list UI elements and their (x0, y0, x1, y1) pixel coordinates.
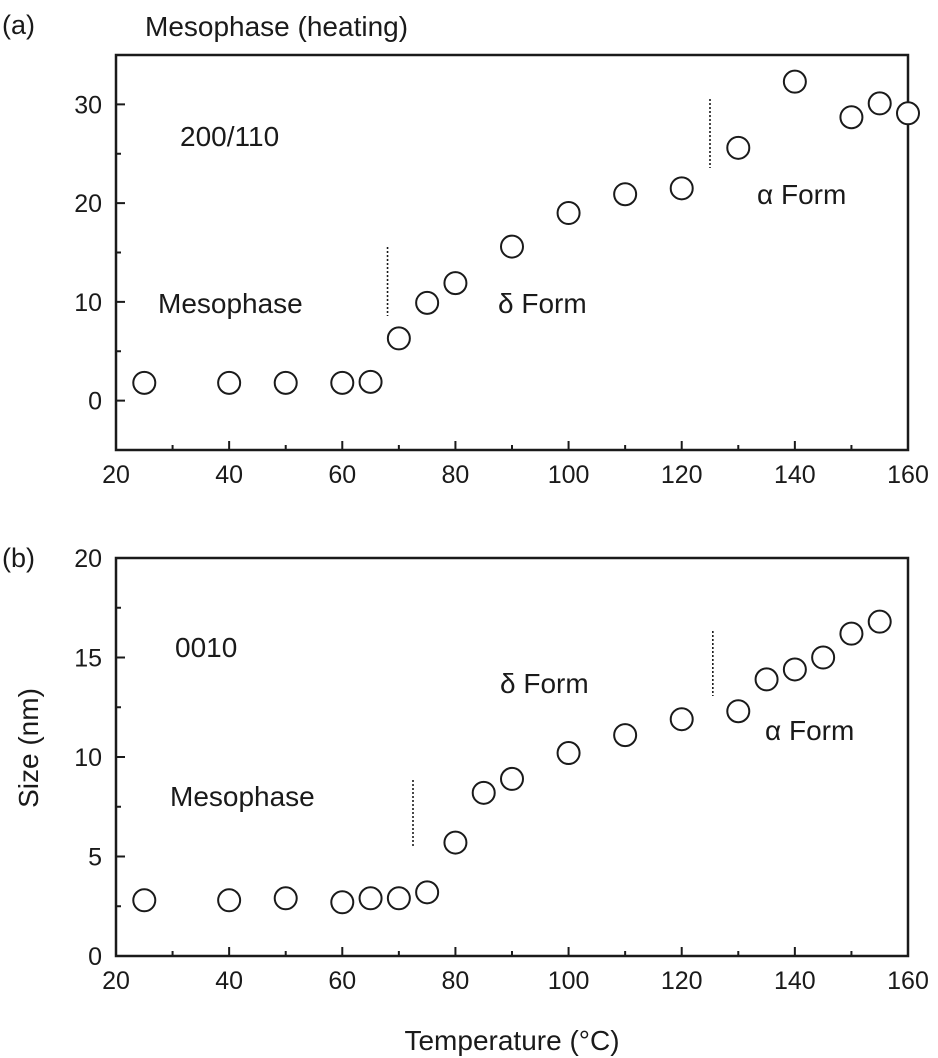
x-tick-label: 160 (887, 461, 929, 489)
data-point (782, 657, 807, 682)
panel-b-ticks: 20 40 60 80 100 120 140 160 0 5 10 15 20 (74, 545, 929, 995)
data-point (386, 326, 411, 351)
panel-a-points (132, 69, 920, 395)
y-tick-label: 5 (88, 844, 102, 872)
data-point (839, 105, 864, 130)
y-axis-title: Size (nm) (13, 688, 44, 808)
data-point (471, 780, 496, 805)
data-point (132, 370, 157, 395)
y-tick-label: 20 (74, 545, 102, 573)
x-tick-label: 120 (661, 967, 703, 995)
y-tick-label: 10 (74, 289, 102, 317)
panel-a-phase-boundaries (386, 99, 711, 316)
data-point (556, 741, 581, 766)
panel-a-title: Mesophase (heating) (145, 11, 408, 42)
y-tick-label: 20 (74, 190, 102, 218)
data-point (443, 271, 468, 296)
data-point (613, 182, 638, 207)
x-tick-label: 140 (774, 461, 816, 489)
y-tick-label: 10 (74, 744, 102, 772)
panel-a-ticks: 20 40 60 80 100 120 140 160 0 10 20 30 (74, 54, 929, 489)
x-axis-title: Temperature (°C) (404, 1025, 619, 1056)
data-point (443, 830, 468, 855)
data-point (358, 886, 383, 911)
panel-a-reflection-label: 200/110 (180, 121, 279, 152)
data-point (132, 888, 157, 913)
panel-a-annotation-alpha-form: α Form (757, 179, 846, 210)
panel-b-points (132, 609, 892, 915)
data-point (330, 370, 355, 395)
data-point (500, 234, 524, 259)
panel-b-phase-boundaries (412, 631, 714, 848)
x-tick-label: 80 (442, 967, 470, 995)
panel-a-annotation-mesophase: Mesophase (158, 288, 303, 319)
x-tick-label: 140 (774, 967, 816, 995)
y-tick-label: 15 (74, 645, 102, 673)
x-tick-label: 100 (548, 967, 590, 995)
data-point (217, 370, 242, 395)
y-tick-label: 0 (88, 388, 102, 416)
data-point (867, 609, 892, 634)
panel-b-annotation-mesophase: Mesophase (170, 781, 315, 812)
data-point (273, 886, 298, 911)
data-point (415, 290, 440, 315)
data-point (669, 176, 694, 201)
data-point (386, 886, 411, 911)
data-point (669, 707, 694, 732)
panel-a-annotation-delta-form: δ Form (498, 288, 587, 319)
data-point (839, 621, 864, 646)
panel-b-reflection-label: 0010 (175, 632, 237, 663)
y-tick-label: 30 (74, 91, 102, 119)
panel-a-label: (a) (2, 10, 35, 40)
panel-b-label: (b) (2, 543, 35, 573)
data-point (330, 890, 355, 915)
data-point (556, 201, 581, 225)
x-tick-label: 20 (102, 967, 130, 995)
x-tick-label: 40 (215, 967, 243, 995)
data-point (896, 101, 920, 126)
data-point (782, 69, 807, 94)
x-tick-label: 120 (661, 461, 703, 489)
x-tick-label: 20 (102, 461, 130, 489)
data-point (273, 370, 298, 395)
x-tick-label: 80 (442, 461, 470, 489)
data-point (415, 880, 440, 905)
data-point (358, 369, 383, 394)
x-tick-label: 60 (328, 967, 356, 995)
x-tick-label: 160 (887, 967, 929, 995)
data-point (754, 667, 779, 692)
data-point (217, 888, 242, 913)
x-tick-label: 40 (215, 461, 243, 489)
data-point (613, 723, 638, 748)
data-point (811, 645, 836, 670)
panel-a: (a) Mesophase (heating) 20 40 60 80 100 120 14… (2, 10, 929, 489)
panel-b: (b) 20 40 60 80 100 120 140 160 0 5 10 15 20 0010 Me… (2, 543, 929, 1056)
x-tick-label: 100 (548, 461, 590, 489)
data-point (500, 766, 524, 791)
panel-b-annotation-delta-form: δ Form (500, 668, 589, 699)
x-tick-label: 60 (328, 461, 356, 489)
data-point (726, 135, 751, 160)
data-point (867, 91, 892, 116)
panel-b-annotation-alpha-form: α Form (765, 715, 854, 746)
data-point (726, 699, 751, 724)
y-tick-label: 0 (88, 943, 102, 971)
